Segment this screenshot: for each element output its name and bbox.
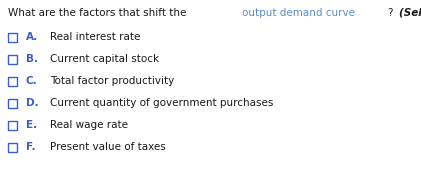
Bar [8,98,17,107]
Text: Real interest rate: Real interest rate [50,32,140,42]
Text: output demand curve: output demand curve [242,8,355,18]
Text: What are the factors that shift the: What are the factors that shift the [8,8,189,18]
Text: B.: B. [26,54,38,64]
Text: A.: A. [26,32,38,42]
Text: Real wage rate: Real wage rate [50,120,128,130]
Text: Current quantity of government purchases: Current quantity of government purchases [50,98,273,108]
Bar [8,32,17,41]
Text: ?: ? [388,8,397,18]
Text: (Select all that apply.): (Select all that apply.) [400,8,421,18]
Bar [8,76,17,86]
Text: D.: D. [26,98,39,108]
Text: E.: E. [26,120,37,130]
Text: Present value of taxes: Present value of taxes [50,142,166,152]
Bar [8,121,17,130]
Text: C.: C. [26,76,37,86]
Bar [8,142,17,151]
Text: Total factor productivity: Total factor productivity [50,76,174,86]
Bar [8,55,17,64]
Text: Current capital stock: Current capital stock [50,54,159,64]
Text: F.: F. [26,142,36,152]
